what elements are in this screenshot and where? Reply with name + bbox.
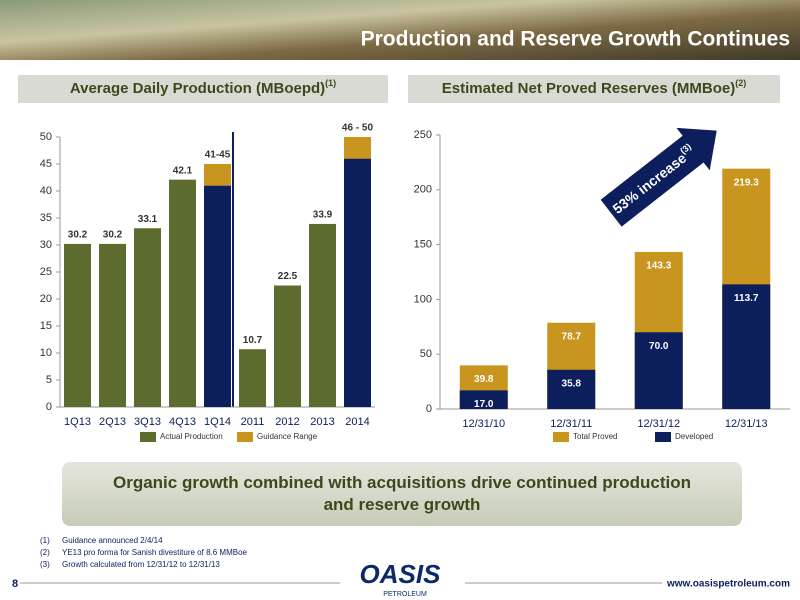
title-box [18,75,388,103]
y-tick-label: 50 [420,348,432,360]
y-tick-label: 0 [426,403,432,415]
footnote: YE13 pro forma for Sanish divestiture of… [62,548,248,557]
y-tick-label: 5 [46,374,52,386]
bar [309,223,336,407]
title-text: Estimated Net Proved Reserves (MMBoe) [442,80,735,97]
annotation-text: 53% increase(3) [608,142,697,217]
footnote-marker: (3) [40,560,50,569]
annotation-arrow [600,127,717,227]
x-tick-label: 1Q14 [204,416,231,428]
legend-swatch [655,432,671,442]
logo-tagline: PETROLEUM [383,591,427,598]
y-tick-label: 45 [40,158,52,170]
title-note: (2) [735,78,746,88]
legend-label: Developed [675,432,713,441]
legend-label: Guidance Range [257,432,318,441]
x-tick-label: 2Q13 [99,416,126,428]
legend-swatch [140,432,156,442]
y-tick-label: 150 [414,239,432,251]
y-tick-label: 25 [40,266,52,278]
footnote: Growth calculated from 12/31/12 to 12/31… [62,560,220,569]
callout: Organic growth combined with acquisition… [62,462,742,526]
slide-title: Production and Reserve Growth Continues [361,28,790,51]
data-label: 70.0 [649,341,669,352]
range-bar [204,164,231,186]
x-tick-label: 4Q13 [169,416,196,428]
title-note: (1) [325,78,336,88]
y-tick-label: 15 [40,320,52,332]
logo: OASIS [360,559,442,589]
footnote: Guidance announced 2/4/14 [62,536,163,545]
bar [134,228,161,407]
chart-title: Average Daily Production (MBoepd)(1) [70,78,336,97]
data-label: 143.3 [646,261,671,272]
chart-title: Estimated Net Proved Reserves (MMBoe)(2) [442,78,746,97]
legend-label: Total Proved [573,432,617,441]
header-band [0,0,800,60]
data-label: 33.9 [313,210,333,221]
legend-swatch [237,432,253,442]
y-tick-label: 40 [40,185,52,197]
legend-label: Actual Production [160,432,223,441]
data-label: 219.3 [734,177,759,188]
bar [204,185,231,407]
data-label: 33.1 [138,214,158,225]
footnote-marker: (2) [40,548,50,557]
y-tick-label: 250 [414,129,432,141]
y-tick-label: 0 [46,401,52,413]
data-label: 30.2 [103,230,123,241]
page-number: 8 [12,578,18,590]
x-tick-label: 2011 [241,416,265,428]
footnote-marker: (1) [40,536,50,545]
y-tick-label: 100 [414,293,432,305]
url: www.oasispetroleum.com [666,579,790,590]
x-tick-label: 1Q13 [64,416,91,428]
x-tick-label: 2014 [345,416,369,428]
data-label: 42.1 [173,165,193,176]
bar [634,332,683,409]
bar [547,369,596,409]
x-tick-label: 12/31/13 [725,418,768,430]
bar [64,243,91,407]
x-tick-label: 12/31/12 [637,418,680,430]
bar [722,284,771,409]
data-label: 46 - 50 [342,123,374,134]
x-tick-label: 12/31/10 [462,418,505,430]
data-label: 30.2 [68,230,88,241]
legend-swatch [553,432,569,442]
range-bar [344,137,371,159]
title-box [408,75,780,103]
bar [239,349,266,407]
title-text: Average Daily Production (MBoepd) [70,80,325,97]
y-tick-label: 50 [40,131,52,143]
x-tick-label: 2013 [310,416,334,428]
y-tick-label: 20 [40,293,52,305]
x-tick-label: 12/31/11 [550,418,592,430]
x-tick-label: 2012 [275,416,299,428]
bar [274,285,301,407]
data-label: 78.7 [562,331,582,342]
data-label: 41-45 [205,150,231,161]
bar [344,158,371,407]
data-label: 22.5 [278,271,298,282]
bar [99,243,126,407]
bar [459,390,508,409]
y-tick-label: 30 [40,239,52,251]
data-label: 17.0 [474,399,494,410]
data-label: 35.8 [562,378,582,389]
y-tick-label: 35 [40,212,52,224]
x-tick-label: 3Q13 [134,416,161,428]
y-tick-label: 10 [40,347,52,359]
data-label: 113.7 [734,293,759,304]
data-label: 10.7 [243,335,263,346]
bar [169,179,196,407]
annotation: 53% increase(3) [600,127,717,227]
data-label: 39.8 [474,374,494,385]
y-tick-label: 200 [414,184,432,196]
